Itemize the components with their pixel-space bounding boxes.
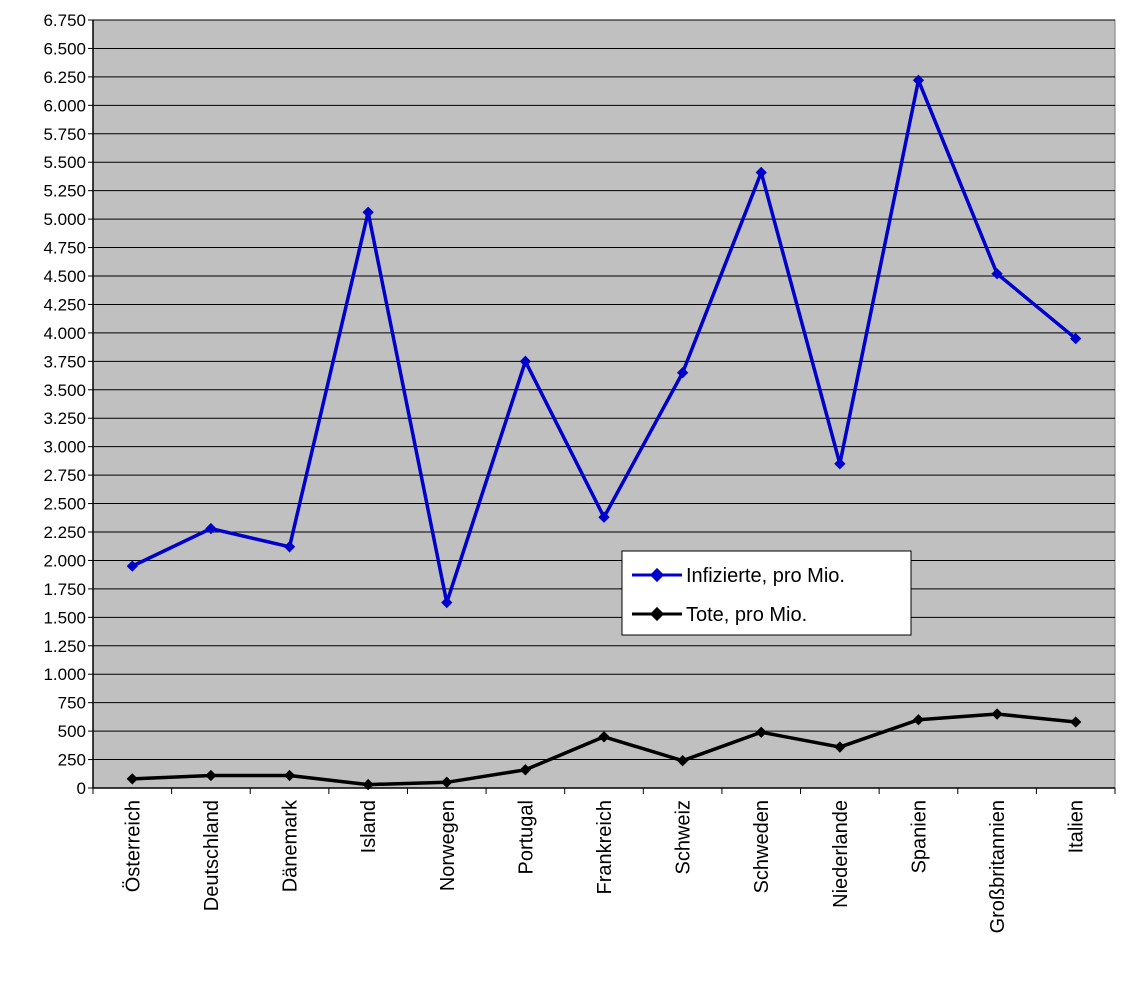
data-point [755,726,767,738]
data-point [519,764,532,776]
y-tick-label: 3.250 [43,409,86,428]
x-category-label: Schweiz [673,800,695,874]
data-point [834,458,846,470]
y-axis-tick-labels: 0 250 500 750 1.000 1.250 1.500 1.750 2.000 2.250… [43,11,93,798]
data-point [676,755,689,767]
y-tick-label: 6.500 [43,39,86,58]
data-point [441,776,453,788]
y-tick-label: 1.250 [43,637,86,656]
data-point [205,522,217,535]
data-point [205,769,217,782]
x-category-label: Frankreich [594,800,616,894]
y-tick-label: 5.750 [43,125,86,144]
y-tick-label: 5.500 [43,153,86,172]
data-point [126,773,138,785]
x-category-label: Portugal [515,800,537,875]
x-category-label: Island [358,800,380,853]
data-point [676,367,689,379]
legend-label-infizierte: Infizierte, pro Mio. [686,565,845,587]
y-tick-label: 500 [58,722,86,741]
y-tick-label: 6.750 [43,11,86,30]
y-tick-label: 4.000 [43,324,86,343]
plot-area [92,19,1116,789]
data-point [519,355,532,367]
y-tick-label: 1.750 [43,580,86,599]
data-point [991,268,1003,280]
data-point [362,206,374,218]
x-category-label: Spanien [908,800,930,873]
series-0 [126,74,1082,609]
legend-item-infizierte: Infizierte, pro Mio. [632,565,845,587]
y-tick-label: 3.500 [43,381,86,400]
data-series [126,74,1082,791]
series-1 [126,708,1082,791]
data-point [1070,716,1082,728]
y-tick-label: 3.000 [43,438,86,457]
data-point [912,714,925,726]
data-point [283,769,296,782]
y-tick-label: 5.000 [43,210,86,229]
y-tick-label: 750 [58,694,86,713]
x-axis: Österreich Deutschland Dänemark Island Norwe… [92,20,1116,933]
legend-box [621,550,912,636]
data-point [834,741,846,753]
x-category-label: Deutschland [201,800,223,911]
data-point [598,511,610,523]
x-category-label: Großbritannien [987,800,1009,933]
legend-marker-infizierte [649,567,665,583]
x-category-label: Italien [1066,800,1088,853]
y-tick-label: 4.250 [43,295,86,314]
legend-item-tote: Tote, pro Mio. [632,604,807,626]
gridlines [93,19,1115,761]
y-tick-label: 3.750 [43,352,86,371]
x-category-label: Niederlande [830,800,852,908]
data-point [598,731,610,743]
x-category-label: Dänemark [280,799,302,892]
y-tick-label: 4.750 [43,239,86,258]
data-point [441,596,453,609]
y-tick-label: 4.500 [43,267,86,286]
data-point [283,541,296,553]
data-point [362,778,374,791]
y-tick-label: 2.500 [43,495,86,514]
y-tick-label: 1.000 [43,665,86,684]
data-point [755,166,767,179]
y-tick-label: 5.250 [43,182,86,201]
y-tick-label: 2.000 [43,551,86,570]
y-tick-label: 6.250 [43,68,86,87]
y-tick-label: 250 [58,751,86,770]
data-point [126,560,138,572]
y-tick-label: 0 [77,779,86,798]
legend-marker-tote [649,606,665,622]
data-point [1070,332,1082,345]
x-category-label: Österreich [122,800,144,892]
legend-label-tote: Tote, pro Mio. [686,604,807,626]
y-tick-label: 2.750 [43,466,86,485]
x-category-label: Schweden [751,800,773,893]
x-category-label: Norwegen [437,800,459,891]
y-tick-label: 1.500 [43,608,86,627]
data-point [991,708,1003,720]
y-tick-label: 2.250 [43,523,86,542]
legend: Infizierte, pro Mio. Tote, pro Mio. [621,550,912,636]
y-tick-label: 6.000 [43,96,86,115]
